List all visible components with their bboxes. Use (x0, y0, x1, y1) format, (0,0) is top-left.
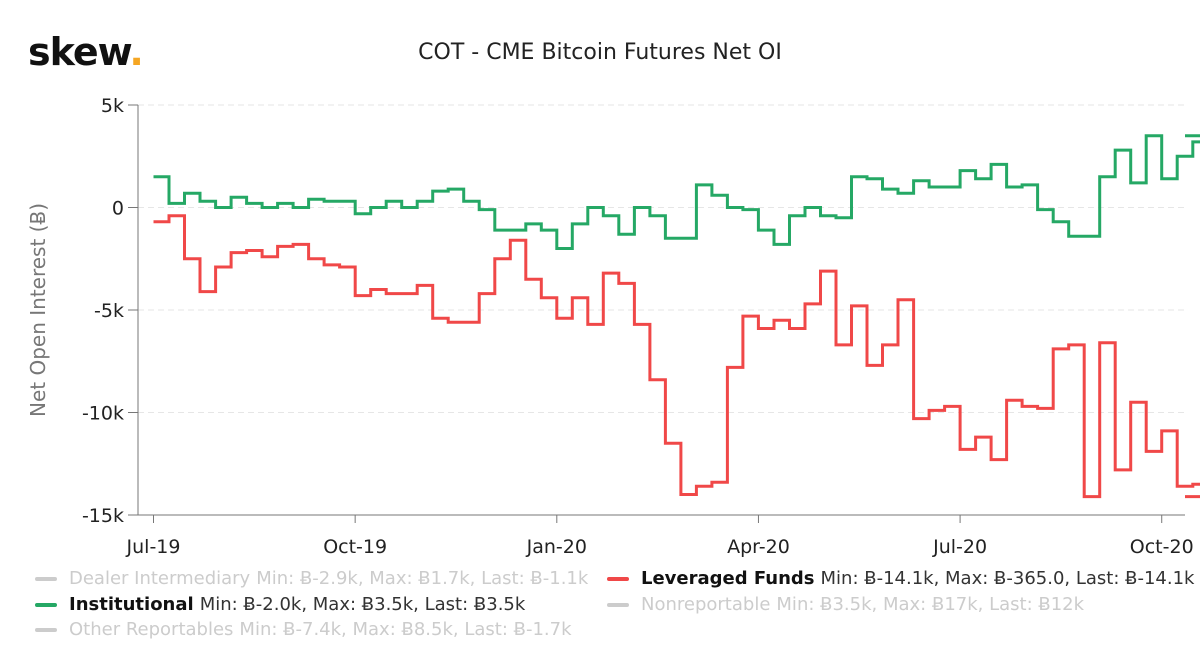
legend-swatch (35, 577, 57, 581)
grid-lines (138, 105, 1185, 413)
series-institutional (154, 136, 1200, 249)
legend-name: Nonreportable (641, 594, 770, 615)
legend-stats: Min: Ƀ-14.1k, Max: Ƀ-365.0, Last: Ƀ-14.1… (821, 568, 1195, 589)
legend-name: Dealer Intermediary (69, 568, 250, 589)
series-lines (154, 136, 1200, 497)
x-tick-label: Oct-20 (1130, 536, 1194, 558)
y-axis-title: Net Open Interest (Ƀ) (26, 203, 50, 417)
legend-item-dealer-intermediary[interactable]: Dealer Intermediary Min: Ƀ-2.9k, Max: Ƀ1… (35, 568, 588, 589)
y-tick-label: ΀-5k (94, 300, 124, 322)
legend-stats: Min: Ƀ3.5k, Max: Ƀ17k, Last: Ƀ12k (776, 594, 1084, 615)
y-tick-label: ΀0 (112, 198, 124, 220)
x-tick-label: Jul-20 (932, 536, 987, 558)
legend-stats: Min: Ƀ-2.0k, Max: Ƀ3.5k, Last: Ƀ3.5k (200, 594, 526, 615)
series-leveraged-funds (154, 216, 1200, 497)
legend-stats: Min: Ƀ-7.4k, Max: Ƀ8.5k, Last: Ƀ-1.7k (239, 619, 571, 640)
legend-name: Institutional (69, 594, 194, 615)
x-tick-label: Jul-19 (126, 536, 181, 558)
legend-name: Other Reportables (69, 619, 233, 640)
legend-swatch (35, 603, 57, 607)
legend: Dealer Intermediary Min: Ƀ-2.9k, Max: Ƀ1… (35, 568, 1195, 664)
legend-item-institutional[interactable]: Institutional Min: Ƀ-2.0k, Max: Ƀ3.5k, L… (35, 594, 525, 615)
y-tick-label: ΀-15k (82, 505, 124, 527)
legend-stats: Min: Ƀ-2.9k, Max: Ƀ1.7k, Last: Ƀ-1.1k (256, 568, 588, 589)
axes (128, 105, 1185, 523)
legend-item-leveraged-funds[interactable]: Leveraged Funds Min: Ƀ-14.1k, Max: Ƀ-365… (607, 568, 1194, 589)
axis-labels: ΀5k ΀0 ΀-5k ΀-10k ΀-15kJul-19 Oct-19 Jan-20 Apr… (26, 95, 1194, 558)
legend-item-nonreportable[interactable]: Nonreportable Min: Ƀ3.5k, Max: Ƀ17k, Las… (607, 594, 1084, 615)
legend-swatch (607, 577, 629, 581)
legend-item-other-reportables[interactable]: Other Reportables Min: Ƀ-7.4k, Max: Ƀ8.5… (35, 619, 572, 640)
legend-name: Leveraged Funds (641, 568, 815, 589)
y-tick-label: ΀5k (101, 95, 124, 117)
legend-swatch (35, 628, 57, 632)
x-tick-label: Apr-20 (727, 536, 790, 558)
x-tick-label: Jan-20 (526, 536, 587, 558)
x-tick-label: Oct-19 (323, 536, 387, 558)
legend-swatch (607, 603, 629, 607)
y-tick-label: ΀-10k (82, 403, 124, 425)
